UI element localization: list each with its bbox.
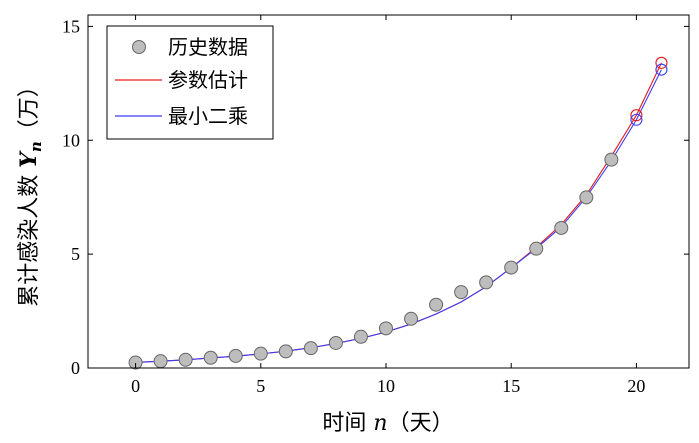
x-tick-label: 5 [256, 376, 265, 396]
data-point [128, 355, 143, 370]
x-axis-var: n [373, 411, 387, 436]
data-point [178, 352, 193, 367]
x-tick-label: 15 [502, 376, 520, 396]
forecast-point-1 [630, 109, 643, 122]
data-point [429, 297, 444, 312]
plot-frame [87, 14, 690, 369]
y-tick-label: 15 [62, 16, 80, 36]
x-tick-label: 10 [377, 376, 395, 396]
y-axis-var: Y [16, 150, 42, 168]
data-point [404, 311, 419, 326]
y-axis-var-subscript: n [27, 141, 45, 152]
y-tick-label: 5 [71, 244, 80, 264]
forecast-point-2 [630, 113, 643, 126]
x-axis-title-suffix: （天） [388, 411, 454, 436]
legend-label-parameter: 参数估计 [168, 68, 248, 92]
data-point [504, 260, 519, 275]
data-point [328, 335, 343, 350]
y-axis-title: 累计感染人数 Yn（万） [16, 75, 45, 307]
data-point [203, 350, 218, 365]
forecast-point-2 [655, 63, 668, 76]
data-point [378, 321, 393, 336]
data-point [454, 285, 469, 300]
y-axis-title-prefix: 累计感染人数 [17, 168, 42, 307]
legend: 历史数据 参数估计 最小二乘 [106, 25, 274, 140]
data-point [153, 354, 168, 369]
data-point [353, 329, 368, 344]
data-point [579, 190, 594, 205]
data-point [604, 152, 619, 167]
data-point [228, 348, 243, 363]
data-point [253, 346, 268, 361]
forecast-point-1 [655, 56, 668, 69]
x-axis-title-prefix: 时间 [322, 411, 373, 436]
data-point [303, 341, 318, 356]
y-axis-title-suffix: （万） [17, 75, 42, 141]
legend-label-least-squares: 最小二乘 [168, 104, 248, 128]
x-tick-label: 20 [627, 376, 645, 396]
data-point [278, 344, 293, 359]
series-line-2 [135, 69, 662, 364]
data-point [479, 275, 494, 290]
x-axis-title: 时间 n（天） [322, 411, 453, 436]
data-point [529, 241, 544, 256]
legend-label-history: 历史数据 [168, 35, 248, 59]
legend-marker-history [132, 40, 146, 54]
data-point [554, 220, 569, 235]
y-tick-label: 10 [62, 130, 80, 150]
y-tick-label: 0 [71, 358, 80, 378]
x-tick-label: 0 [131, 376, 140, 396]
